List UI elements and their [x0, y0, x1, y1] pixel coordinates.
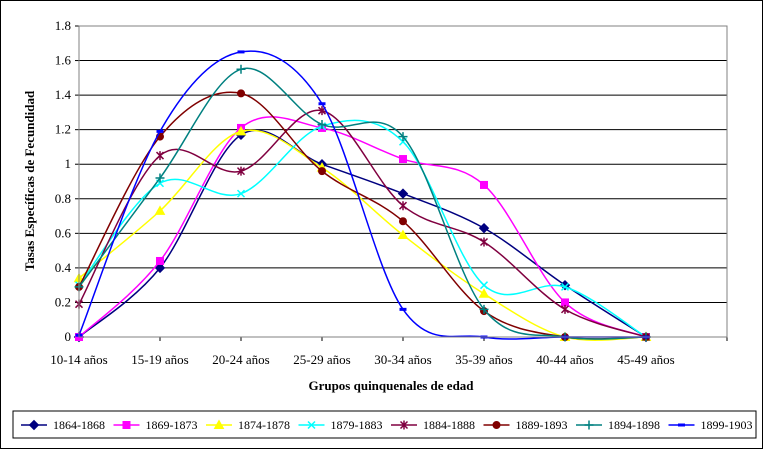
data-point [318, 102, 326, 106]
legend-marker [28, 419, 40, 431]
series-line [78, 116, 647, 338]
data-point [479, 237, 489, 247]
legend-item: 1894-1898 [576, 418, 660, 432]
legend-marker [122, 421, 131, 429]
legend-item: 1889-1893 [483, 418, 568, 432]
series-line [78, 129, 647, 341]
data-point [317, 119, 327, 129]
legend-marker [678, 423, 685, 427]
data-point [560, 282, 570, 291]
data-point [236, 166, 246, 176]
series-line [78, 109, 647, 338]
data-point [154, 262, 166, 274]
plot-area [78, 25, 728, 338]
x-tick-label: 45-49 años [617, 352, 674, 367]
legend-label: 1869-1873 [146, 418, 198, 432]
x-tick-label: 15-19 años [131, 352, 188, 367]
data-point [237, 89, 245, 98]
legend-marker [307, 420, 316, 430]
x-axis-label: Grupos quinquenales de edad [308, 378, 474, 393]
x-tick-label: 35-39 años [455, 352, 512, 367]
legend-item: 1899-1903 [668, 418, 753, 432]
data-point [397, 188, 409, 199]
x-axis-tick-labels: 10-14 años 15-19 años 20-24 años 25-29 años… [50, 352, 674, 367]
legend-label: 1899-1903 [701, 418, 753, 432]
legend-item: 1884-1888 [391, 418, 475, 432]
x-tick-label: 30-34 años [374, 352, 431, 367]
legend-label: 1864-1868 [53, 418, 105, 432]
data-point [478, 288, 490, 298]
data-point [156, 129, 164, 133]
data-point [155, 173, 165, 183]
data-point [235, 125, 247, 136]
data-point [397, 229, 409, 240]
data-point [156, 256, 164, 265]
y-tick-label: 0.4 [55, 260, 72, 275]
y-tick-label: 1.6 [55, 53, 72, 68]
legend-label: 1884-1888 [423, 418, 475, 432]
data-point [154, 205, 166, 215]
legend-marker [492, 421, 501, 429]
data-point [399, 155, 407, 164]
data-point [398, 132, 408, 142]
y-tick-label: 0.8 [55, 191, 71, 206]
data-point [155, 151, 165, 161]
x-tick-label: 10-14 años [50, 352, 107, 367]
y-tick-label: 1.4 [55, 87, 72, 102]
data-point [237, 50, 245, 54]
legend-label: 1874-1878 [238, 418, 290, 432]
data-point [479, 281, 489, 290]
y-tick-label: 0.6 [55, 225, 72, 240]
gridlines [75, 25, 728, 341]
legend-item: 1869-1873 [113, 418, 198, 432]
data-point [478, 222, 490, 234]
series-line [78, 119, 647, 338]
data-point [399, 217, 407, 226]
legend: 1864-1868 1869-1873 1874-1878 1879-1883 1884… [21, 418, 753, 432]
y-tick-label: 0.2 [55, 294, 71, 309]
data-point [236, 64, 246, 74]
legend-label: 1879-1883 [331, 418, 383, 432]
y-axis-tick-labels: 0 0.2 0.4 0.6 0.8 1 1.2 1.4 1.6 1.8 [55, 18, 72, 344]
y-tick-label: 1 [65, 156, 72, 171]
legend-item: 1879-1883 [298, 418, 383, 432]
data-point [318, 167, 326, 176]
y-axis-label: Tasas Específicas de Fecundidad [22, 90, 37, 271]
data-point [479, 304, 489, 314]
data-point [398, 201, 408, 211]
data-point [560, 304, 570, 314]
series-line [78, 67, 647, 340]
x-tick-label: 20-24 años [212, 352, 269, 367]
x-tick-label: 40-44 años [536, 352, 593, 367]
data-point [399, 307, 407, 311]
legend-label: 1894-1898 [608, 418, 660, 432]
legend-item: 1864-1868 [21, 418, 105, 432]
legend-label: 1889-1893 [516, 418, 568, 432]
series-line [78, 129, 647, 338]
data-point [480, 180, 488, 189]
series-lines [73, 50, 652, 343]
data-point [236, 189, 246, 198]
legend-marker [584, 420, 594, 430]
x-tick-label: 25-29 años [293, 352, 350, 367]
legend-marker [399, 420, 409, 430]
legend-item: 1874-1878 [206, 418, 290, 432]
y-tick-label: 0 [65, 329, 72, 344]
y-tick-label: 1.8 [55, 18, 71, 33]
legend-marker [213, 419, 225, 429]
y-tick-label: 1.2 [55, 122, 71, 137]
